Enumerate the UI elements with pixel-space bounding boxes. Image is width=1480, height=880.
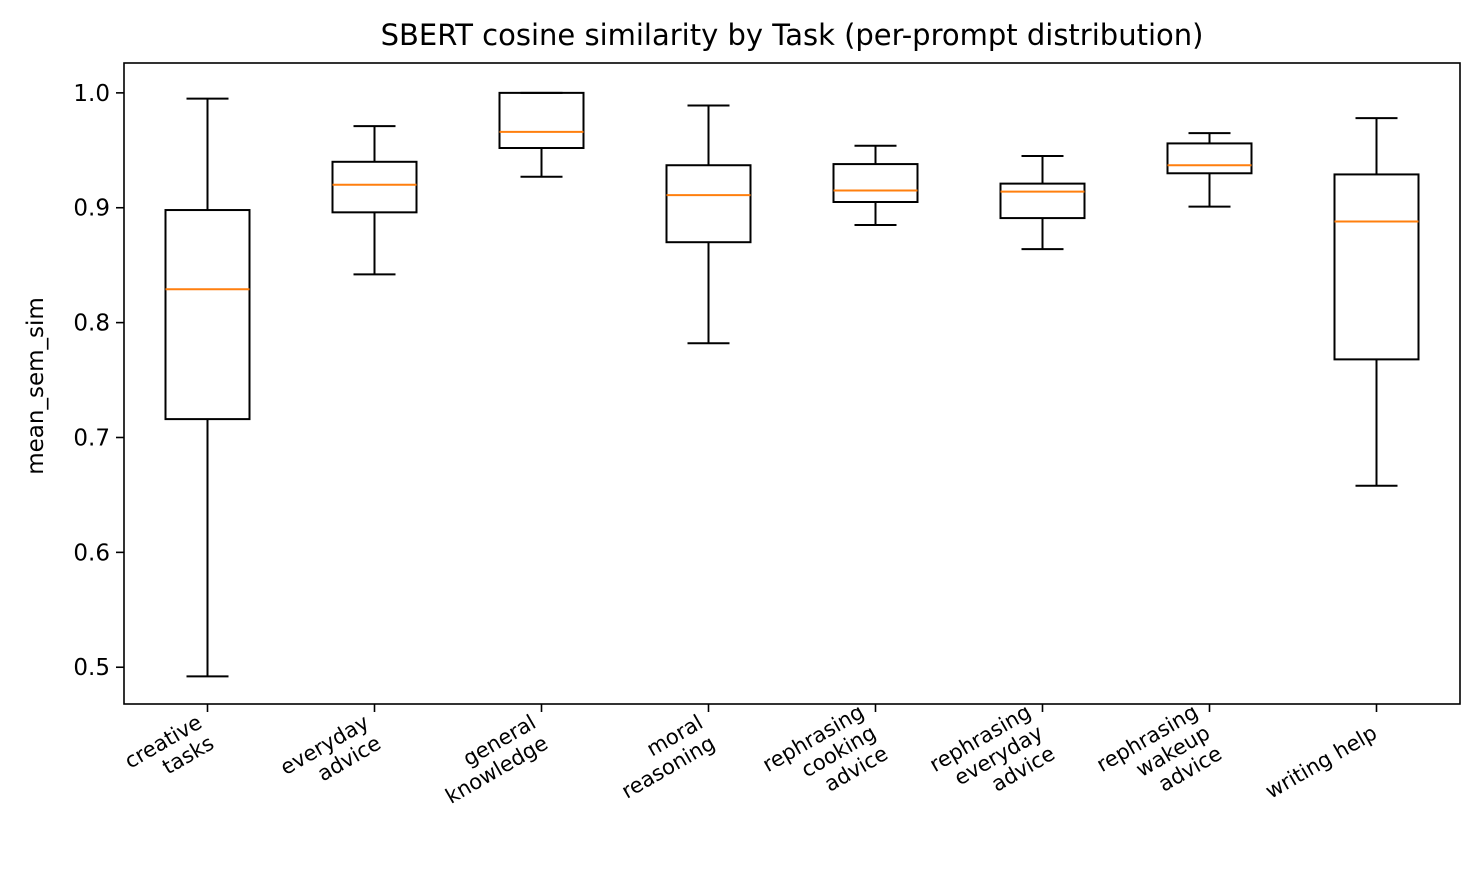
y-tick-label: 0.9 — [73, 196, 110, 222]
iqr-box — [1333, 173, 1420, 361]
iqr-box — [999, 182, 1086, 220]
x-tick-label: rephrasingwakeupadvice — [1092, 700, 1226, 819]
plot-frame — [123, 62, 1461, 705]
x-tick-label: everydayadvice — [276, 710, 385, 801]
y-axis-label: mean_sem_sim — [23, 297, 49, 475]
y-tick-label: 0.5 — [73, 655, 110, 681]
iqr-box — [665, 164, 752, 244]
chart-title: SBERT cosine similarity by Task (per-pro… — [381, 18, 1204, 52]
x-tick-label: rephrasingeverydayadvice — [925, 700, 1059, 819]
y-tick-label: 0.8 — [73, 311, 110, 337]
plot-area: 0.5 0.6 0.7 0.8 0.9 1.0 creativetasks everydaya… — [73, 62, 1461, 819]
x-tick-label: moralreasoning — [605, 710, 719, 803]
x-tick-label-line: writing help — [1261, 720, 1381, 803]
x-tick-label: rephrasingcookingadvice — [758, 700, 892, 819]
y-tick-label: 1.0 — [73, 81, 110, 107]
y-tick-label: 0.6 — [73, 540, 110, 566]
iqr-box — [832, 163, 919, 203]
iqr-box — [331, 160, 418, 214]
x-tick-label: creativetasks — [120, 710, 218, 794]
iqr-box — [498, 91, 585, 150]
iqr-box — [164, 209, 251, 421]
x-tick-label: writing help — [1261, 720, 1381, 803]
y-tick-label: 0.7 — [73, 425, 110, 451]
x-tick-label: generalknowledge — [429, 710, 552, 808]
iqr-box — [1166, 142, 1253, 175]
